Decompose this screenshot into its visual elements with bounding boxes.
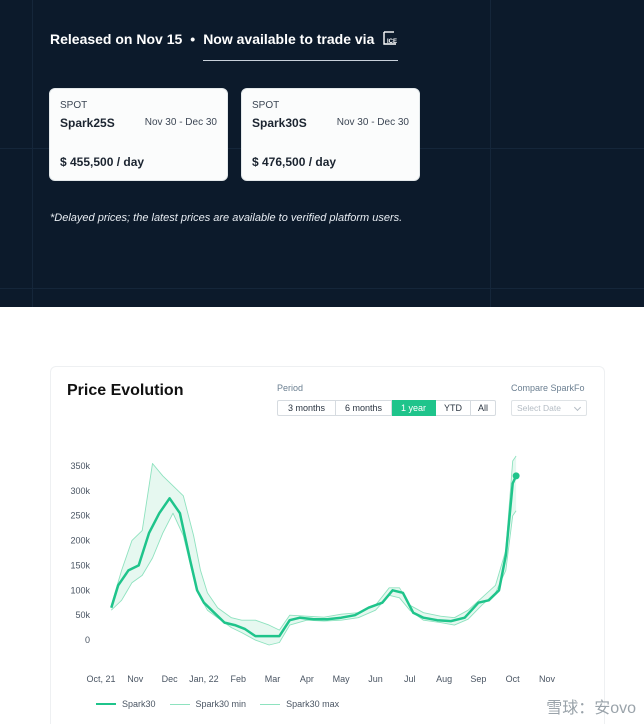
card-price: $ 476,500 / day: [252, 155, 337, 169]
compare-label: Compare SparkFo: [511, 383, 585, 393]
card-name: Spark25S: [60, 116, 115, 130]
card-dates: Nov 30 - Dec 30: [336, 117, 409, 128]
spot-card-spark25s[interactable]: SPOT Spark25S Nov 30 - Dec 30 $ 455,500 …: [49, 88, 228, 181]
legend-item-spark30[interactable]: Spark30: [96, 699, 156, 709]
x-tick-label: Feb: [230, 674, 246, 684]
legend-label: Spark30 max: [286, 699, 340, 709]
chart-title: Price Evolution: [67, 382, 184, 399]
x-tick-label: Sep: [470, 674, 486, 684]
x-tick-label: Apr: [300, 674, 314, 684]
series-line-spark30-min: [110, 510, 517, 646]
ice-logo-text: ICE: [387, 39, 397, 45]
grid-line: [490, 0, 491, 307]
series-line-spark30-max: [110, 455, 517, 631]
x-tick-label: May: [333, 674, 351, 684]
chart-legend: Spark30 Spark30 min Spark30 max: [96, 699, 339, 709]
x-tick-label: Jun: [368, 674, 383, 684]
chevron-down-icon: [573, 403, 582, 412]
legend-swatch: [96, 703, 116, 705]
series-line-spark30: [110, 475, 518, 638]
y-tick-label: 100k: [70, 585, 90, 595]
grid-line: [32, 0, 33, 307]
y-tick-label: 0: [85, 635, 90, 645]
y-tick-label: 300k: [70, 486, 90, 496]
card-name: Spark30S: [252, 116, 307, 130]
trade-availability-text: Now available to trade via: [203, 31, 375, 47]
series-end-point[interactable]: [512, 472, 520, 480]
min-max-band: [111, 456, 517, 645]
x-tick-label: Nov: [127, 674, 144, 684]
period-1-year-button[interactable]: 1 year: [392, 400, 436, 416]
card-kind: SPOT: [252, 100, 280, 111]
period-all-button[interactable]: All: [471, 400, 496, 416]
legend-item-spark30-max[interactable]: Spark30 max: [260, 699, 339, 709]
trade-availability-link[interactable]: Now available to trade via ICE: [203, 31, 399, 62]
spot-card-spark30s[interactable]: SPOT Spark30S Nov 30 - Dec 30 $ 476,500 …: [241, 88, 420, 181]
grid-line: [0, 288, 644, 289]
legend-label: Spark30 min: [195, 699, 247, 709]
bullet-separator: •: [190, 31, 196, 47]
legend-label: Spark30: [122, 699, 156, 709]
period-selector: 3 months 6 months 1 year YTD All: [277, 400, 496, 416]
period-ytd-button[interactable]: YTD: [436, 400, 471, 416]
x-tick-label: Oct: [506, 674, 521, 684]
date-select-placeholder: Select Date: [517, 403, 561, 413]
legend-item-spark30-min[interactable]: Spark30 min: [169, 699, 247, 709]
hero-banner: Released on Nov 15 • Now available to trad…: [0, 0, 644, 307]
legend-swatch: [260, 703, 281, 705]
ice-logo-icon: ICE: [383, 31, 397, 45]
y-tick-label: 200k: [70, 536, 90, 546]
x-tick-label: Jan, 22: [189, 674, 219, 684]
card-kind: SPOT: [60, 100, 88, 111]
y-tick-label: 350k: [70, 461, 90, 471]
x-tick-label: Mar: [265, 674, 281, 684]
y-tick-label: 250k: [70, 511, 90, 521]
period-6-months-button[interactable]: 6 months: [336, 400, 392, 416]
card-dates: Nov 30 - Dec 30: [144, 117, 217, 128]
price-chart: 350k 300k 250k 200k 150k 100k 50k 0 Oct, 21 Nov De…: [70, 455, 556, 684]
x-tick-label: Jul: [404, 674, 416, 684]
x-tick-label: Dec: [162, 674, 179, 684]
release-line: Released on Nov 15 • Now available to trad…: [50, 31, 399, 62]
x-tick-label: Nov: [539, 674, 556, 684]
x-tick-label: Aug: [436, 674, 452, 684]
watermark-text: 雪球：安ovo: [546, 700, 636, 717]
card-price: $ 455,500 / day: [60, 155, 145, 169]
period-3-months-button[interactable]: 3 months: [277, 400, 336, 416]
delayed-prices-note: *Delayed prices; the latest prices are a…: [50, 212, 403, 224]
compare-date-select[interactable]: Select Date: [511, 400, 587, 416]
release-date-text: Released on Nov 15: [50, 31, 183, 47]
y-tick-label: 50k: [75, 610, 90, 620]
legend-swatch: [169, 703, 190, 705]
x-tick-label: Oct, 21: [86, 674, 115, 684]
y-tick-label: 150k: [70, 560, 90, 570]
period-label: Period: [277, 383, 304, 393]
